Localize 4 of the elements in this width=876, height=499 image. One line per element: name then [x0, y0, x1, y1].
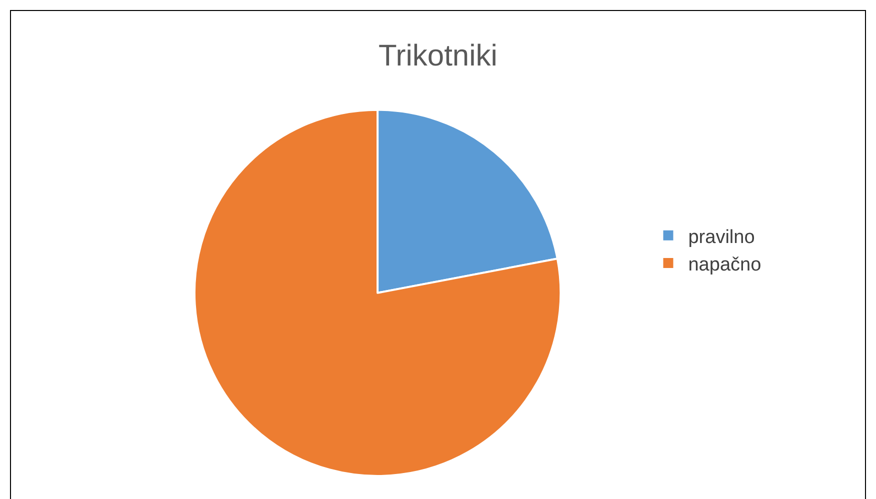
legend-label: napačno: [688, 254, 762, 276]
pie-slice: [194, 108, 562, 477]
chart-title: Trikotniki: [378, 39, 498, 72]
legend-label: pravilno: [688, 226, 755, 248]
